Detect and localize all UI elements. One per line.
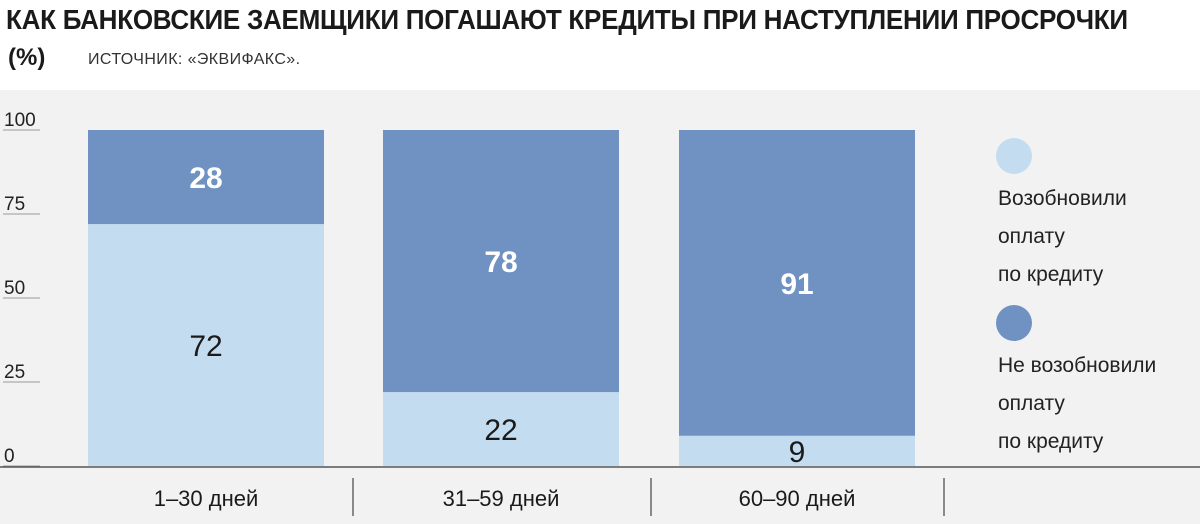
- unit-label: (%): [8, 44, 46, 71]
- source-note: ИСТОЧНИК: «ЭКВИФАКС».: [88, 51, 301, 68]
- legend-swatch-not-resumed: [996, 305, 1032, 341]
- y-tick-label-4: 100: [4, 110, 36, 131]
- bar-not-resumed-1: [383, 130, 619, 393]
- data-label-resumed-0: 72: [189, 330, 222, 363]
- y-tick-label-1: 25: [4, 362, 25, 383]
- data-label-not-resumed-2: 91: [780, 268, 813, 301]
- legend-label-not-resumed: Не возобновили оплату по кредиту: [998, 354, 1157, 453]
- data-label-not-resumed-1: 78: [484, 246, 517, 279]
- y-tick-label-3: 75: [4, 194, 25, 215]
- bars: 72 28 22 78 9 91: [88, 130, 915, 469]
- x-tick-label-1: 31–59 дней: [443, 486, 560, 511]
- legend-label-resumed: Возобновили оплату по кредиту: [998, 187, 1127, 286]
- data-label-resumed-1: 22: [484, 414, 517, 447]
- chart-title: КАК БАНКОВСКИЕ ЗАЕМЩИКИ ПОГАШАЮТ КРЕДИТЫ…: [6, 4, 1128, 35]
- bar-resumed-2: [679, 435, 915, 466]
- y-tick-label-2: 50: [4, 278, 25, 299]
- x-tick-label-2: 60–90 дней: [739, 486, 856, 511]
- bar-not-resumed-0: [88, 130, 324, 225]
- y-tick-label-0: 0: [4, 446, 15, 467]
- legend-swatch-resumed: [996, 138, 1032, 174]
- y-axis: 0 25 50 75 100: [3, 110, 40, 467]
- data-label-not-resumed-0: 28: [189, 162, 222, 195]
- bar-resumed-0: [88, 224, 324, 466]
- x-axis: 1–30 дней 31–59 дней 60–90 дней: [0, 466, 1200, 516]
- bar-resumed-1: [383, 392, 619, 466]
- data-label-resumed-2: 9: [789, 436, 806, 469]
- x-tick-label-0: 1–30 дней: [154, 486, 259, 511]
- bar-not-resumed-2: [679, 130, 915, 436]
